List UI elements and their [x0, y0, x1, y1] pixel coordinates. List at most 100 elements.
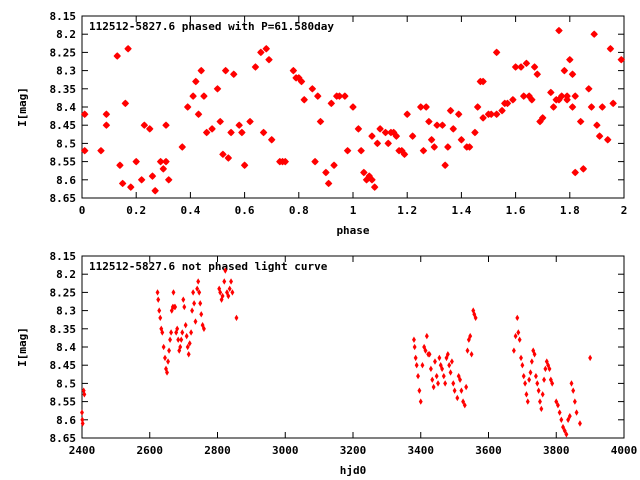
data-point — [113, 52, 121, 60]
data-point — [542, 376, 547, 383]
data-point — [465, 347, 470, 354]
data-point — [571, 168, 579, 177]
y-tick-label: 8.4 — [56, 341, 76, 354]
x-tick-label: 0.6 — [235, 204, 255, 217]
data-point — [593, 121, 601, 129]
data-point — [509, 95, 517, 104]
data-point — [455, 394, 460, 402]
data-point — [162, 157, 170, 166]
data-point — [465, 143, 474, 151]
x-tick-label: 3800 — [543, 444, 570, 457]
data-point — [160, 329, 165, 336]
data-point — [198, 300, 203, 307]
data-point — [447, 362, 452, 369]
data-point — [587, 103, 596, 111]
data-point — [189, 329, 194, 336]
data-point — [473, 314, 478, 322]
data-point — [568, 70, 577, 78]
data-point — [330, 161, 338, 169]
y-tick-label: 8.5 — [56, 377, 76, 390]
data-point — [417, 103, 425, 111]
data-point — [199, 311, 204, 318]
x-tick-label: 0.2 — [126, 204, 146, 217]
data-point — [169, 329, 174, 336]
y-tick-label: 8.2 — [56, 28, 76, 41]
data-point — [574, 409, 579, 416]
data-point — [184, 332, 189, 340]
y-tick-label: 8.35 — [50, 83, 77, 96]
data-point — [438, 121, 447, 129]
data-point — [234, 314, 239, 322]
data-point — [422, 103, 430, 111]
data-point — [167, 347, 172, 354]
data-point — [226, 292, 231, 300]
data-point — [473, 103, 482, 111]
y-axis-label: I[mag] — [16, 327, 29, 367]
data-point — [368, 176, 376, 184]
data-point — [175, 325, 180, 332]
data-point — [535, 380, 540, 387]
data-point — [604, 136, 612, 144]
x-tick-label: 4000 — [611, 444, 638, 457]
data-point — [433, 121, 441, 129]
y-tick-label: 8.3 — [56, 305, 76, 318]
data-point — [368, 132, 376, 140]
chart-title: 112512-5827.6 not phased light curve — [89, 260, 328, 273]
data-point — [548, 376, 553, 383]
data-point — [289, 66, 298, 75]
data-point — [431, 383, 436, 391]
data-point — [324, 179, 333, 188]
x-tick-label: 3000 — [272, 444, 299, 457]
data-point — [181, 296, 186, 303]
data-point — [547, 88, 555, 97]
data-point — [427, 136, 436, 144]
data-point — [492, 48, 501, 57]
data-point — [523, 380, 528, 387]
x-axis-label: phase — [336, 224, 369, 237]
phased-light-curve-panel: 0 0.2 0.4 0.6 0.8 1 1.2 1.4 1.6 1.8 2 8.15 8.2 8.25 8.… — [16, 10, 627, 237]
data-point — [598, 103, 607, 111]
data-point — [544, 358, 549, 365]
data-point — [195, 285, 200, 292]
data-point — [262, 45, 271, 53]
data-point — [225, 289, 229, 296]
data-point — [533, 372, 538, 380]
data-point — [441, 161, 449, 169]
data-point — [183, 321, 188, 329]
data-point — [246, 117, 254, 126]
data-point — [569, 380, 574, 387]
y-tick-label: 8.6 — [56, 414, 76, 427]
y-tick-label: 8.15 — [50, 10, 77, 23]
data-point — [190, 307, 195, 314]
data-point — [416, 372, 420, 380]
data-point — [543, 365, 548, 373]
data-point — [557, 92, 566, 100]
data-point — [563, 95, 571, 104]
data-point — [162, 121, 170, 129]
x-tick-label: 0.8 — [289, 204, 309, 217]
data-point — [381, 128, 390, 137]
data-point — [503, 99, 512, 108]
data-point — [430, 376, 435, 383]
data-point — [571, 387, 576, 394]
data-point — [433, 358, 437, 365]
data-point — [357, 146, 365, 155]
data-point — [549, 103, 558, 111]
data-point — [297, 77, 306, 86]
data-point — [97, 146, 105, 155]
data-point — [468, 332, 473, 340]
data-point — [151, 186, 159, 195]
data-point — [230, 70, 238, 78]
data-point — [513, 332, 518, 340]
data-point — [257, 48, 265, 57]
x-tick-label: 3400 — [408, 444, 435, 457]
data-point — [200, 321, 205, 329]
data-point — [178, 343, 183, 351]
data-point — [438, 362, 443, 369]
data-point — [606, 45, 615, 53]
data-point — [457, 136, 466, 144]
data-point — [568, 103, 577, 111]
data-point — [617, 55, 626, 64]
data-point — [80, 420, 85, 427]
data-point — [546, 362, 551, 369]
